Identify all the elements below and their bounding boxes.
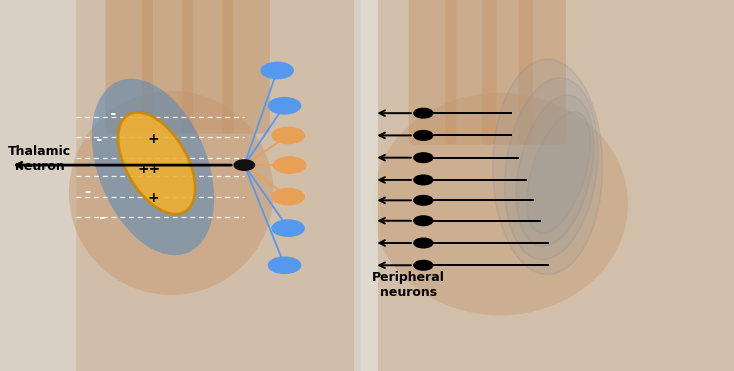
Circle shape bbox=[269, 257, 301, 273]
Ellipse shape bbox=[493, 59, 603, 275]
Ellipse shape bbox=[92, 79, 214, 255]
Circle shape bbox=[414, 216, 433, 226]
Circle shape bbox=[272, 220, 304, 236]
Circle shape bbox=[414, 175, 433, 185]
Circle shape bbox=[414, 131, 433, 140]
Text: Thalamic
neuron: Thalamic neuron bbox=[8, 145, 71, 173]
Circle shape bbox=[414, 238, 433, 248]
FancyBboxPatch shape bbox=[518, 0, 566, 145]
Ellipse shape bbox=[527, 112, 590, 233]
Circle shape bbox=[272, 127, 304, 144]
Circle shape bbox=[272, 188, 304, 205]
FancyBboxPatch shape bbox=[482, 0, 533, 145]
Circle shape bbox=[414, 260, 433, 270]
Text: Peripheral
neurons: Peripheral neurons bbox=[372, 271, 446, 299]
Ellipse shape bbox=[118, 112, 195, 214]
Circle shape bbox=[274, 157, 305, 173]
Circle shape bbox=[234, 160, 255, 170]
Ellipse shape bbox=[69, 91, 274, 295]
Circle shape bbox=[269, 98, 301, 114]
Text: +: + bbox=[147, 191, 159, 206]
Circle shape bbox=[414, 108, 433, 118]
FancyBboxPatch shape bbox=[142, 0, 193, 134]
FancyBboxPatch shape bbox=[446, 0, 496, 145]
Circle shape bbox=[414, 196, 433, 205]
FancyBboxPatch shape bbox=[409, 0, 457, 145]
Text: -: - bbox=[87, 158, 94, 173]
FancyBboxPatch shape bbox=[222, 0, 270, 134]
Text: -: - bbox=[109, 106, 116, 121]
FancyBboxPatch shape bbox=[76, 0, 354, 371]
Text: -: - bbox=[95, 132, 101, 147]
Text: +: + bbox=[147, 132, 159, 146]
Circle shape bbox=[414, 153, 433, 162]
FancyBboxPatch shape bbox=[106, 0, 153, 134]
Text: -: - bbox=[98, 210, 105, 224]
FancyBboxPatch shape bbox=[368, 0, 734, 371]
Circle shape bbox=[261, 62, 294, 79]
FancyBboxPatch shape bbox=[182, 0, 233, 134]
Ellipse shape bbox=[372, 93, 628, 315]
Ellipse shape bbox=[516, 95, 594, 246]
Text: ++: ++ bbox=[138, 162, 161, 176]
Ellipse shape bbox=[505, 78, 598, 260]
Text: -: - bbox=[84, 184, 90, 198]
